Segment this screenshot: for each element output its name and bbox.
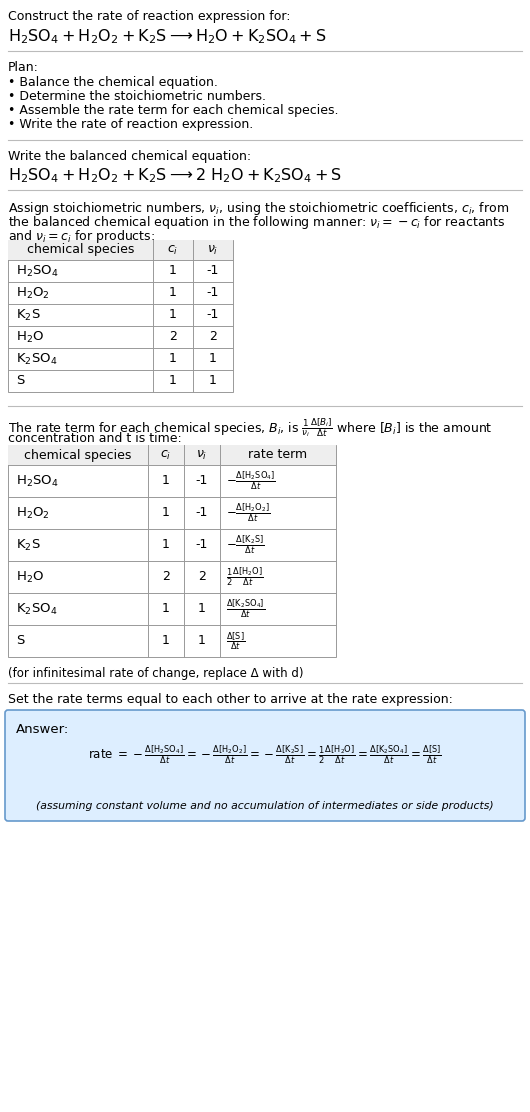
Text: $\mathrm{H_2O_2}$: $\mathrm{H_2O_2}$ bbox=[16, 286, 50, 300]
Text: The rate term for each chemical species, $B_i$, is $\frac{1}{\nu_i}\frac{\Delta[: The rate term for each chemical species,… bbox=[8, 416, 492, 439]
Text: 1: 1 bbox=[198, 603, 206, 616]
Text: -1: -1 bbox=[207, 265, 219, 278]
Text: and $\nu_i = c_i$ for products:: and $\nu_i = c_i$ for products: bbox=[8, 228, 155, 245]
Text: rate term: rate term bbox=[249, 448, 307, 461]
Text: rate $= -\frac{\Delta[\mathrm{H_2SO_4}]}{\Delta t} = -\frac{\Delta[\mathrm{H_2O_: rate $= -\frac{\Delta[\mathrm{H_2SO_4}]}… bbox=[88, 744, 442, 766]
Text: $\mathrm{S}$: $\mathrm{S}$ bbox=[16, 635, 25, 647]
Text: $\frac{1}{2}\frac{\Delta[\mathrm{H_2O}]}{\Delta t}$: $\frac{1}{2}\frac{\Delta[\mathrm{H_2O}]}… bbox=[226, 566, 263, 588]
Text: Set the rate terms equal to each other to arrive at the rate expression:: Set the rate terms equal to each other t… bbox=[8, 693, 453, 706]
Text: -1: -1 bbox=[196, 538, 208, 552]
Text: 1: 1 bbox=[162, 635, 170, 647]
Text: $\mathrm{H_2SO_4}$: $\mathrm{H_2SO_4}$ bbox=[16, 264, 59, 278]
Text: • Balance the chemical equation.: • Balance the chemical equation. bbox=[8, 76, 218, 89]
Text: Write the balanced chemical equation:: Write the balanced chemical equation: bbox=[8, 150, 251, 163]
Text: Plan:: Plan: bbox=[8, 61, 39, 75]
Text: $\mathrm{K_2S}$: $\mathrm{K_2S}$ bbox=[16, 307, 41, 322]
Text: 1: 1 bbox=[169, 287, 177, 299]
Text: $c_i$: $c_i$ bbox=[167, 244, 179, 257]
Text: • Assemble the rate term for each chemical species.: • Assemble the rate term for each chemic… bbox=[8, 105, 339, 117]
Text: • Write the rate of reaction expression.: • Write the rate of reaction expression. bbox=[8, 118, 253, 131]
Text: $\mathrm{H_2O}$: $\mathrm{H_2O}$ bbox=[16, 329, 44, 345]
Text: chemical species: chemical species bbox=[24, 448, 131, 461]
Text: 1: 1 bbox=[162, 475, 170, 487]
Text: -1: -1 bbox=[196, 475, 208, 487]
Text: 1: 1 bbox=[209, 375, 217, 387]
Text: $\mathrm{K_2SO_4}$: $\mathrm{K_2SO_4}$ bbox=[16, 602, 57, 616]
Text: 1: 1 bbox=[162, 506, 170, 519]
Text: $\mathrm{S}$: $\mathrm{S}$ bbox=[16, 375, 25, 387]
FancyBboxPatch shape bbox=[5, 709, 525, 821]
Text: $\mathrm{H_2SO_4 + H_2O_2 + K_2S \longrightarrow 2\ H_2O + K_2SO_4 + S}$: $\mathrm{H_2SO_4 + H_2O_2 + K_2S \longri… bbox=[8, 166, 342, 185]
Text: chemical species: chemical species bbox=[27, 244, 134, 257]
Text: the balanced chemical equation in the following manner: $\nu_i = -c_i$ for react: the balanced chemical equation in the fo… bbox=[8, 214, 506, 231]
Text: concentration and t is time:: concentration and t is time: bbox=[8, 431, 182, 445]
Bar bbox=[8, 445, 336, 657]
Text: 2: 2 bbox=[209, 330, 217, 344]
Text: $-\frac{\Delta[\mathrm{H_2O_2}]}{\Delta t}$: $-\frac{\Delta[\mathrm{H_2O_2}]}{\Delta … bbox=[226, 502, 270, 524]
Text: 1: 1 bbox=[209, 353, 217, 366]
Text: 1: 1 bbox=[169, 353, 177, 366]
Text: 1: 1 bbox=[198, 635, 206, 647]
Text: (assuming constant volume and no accumulation of intermediates or side products): (assuming constant volume and no accumul… bbox=[36, 801, 494, 811]
Text: Answer:: Answer: bbox=[16, 723, 69, 736]
Text: 1: 1 bbox=[162, 603, 170, 616]
Text: • Determine the stoichiometric numbers.: • Determine the stoichiometric numbers. bbox=[8, 90, 266, 103]
Text: $\nu_i$: $\nu_i$ bbox=[196, 448, 208, 461]
Bar bbox=[8, 240, 233, 260]
Text: $\nu_i$: $\nu_i$ bbox=[207, 244, 219, 257]
Text: $\mathrm{H_2SO_4 + H_2O_2 + K_2S \longrightarrow H_2O + K_2SO_4 + S}$: $\mathrm{H_2SO_4 + H_2O_2 + K_2S \longri… bbox=[8, 27, 327, 46]
Text: $\mathrm{H_2SO_4}$: $\mathrm{H_2SO_4}$ bbox=[16, 474, 59, 488]
Text: 1: 1 bbox=[169, 265, 177, 278]
Text: $\frac{\Delta[\mathrm{S}]}{\Delta t}$: $\frac{\Delta[\mathrm{S}]}{\Delta t}$ bbox=[226, 631, 245, 652]
Text: $-\frac{\Delta[\mathrm{H_2SO_4}]}{\Delta t}$: $-\frac{\Delta[\mathrm{H_2SO_4}]}{\Delta… bbox=[226, 469, 276, 493]
Text: $-\frac{\Delta[\mathrm{K_2S}]}{\Delta t}$: $-\frac{\Delta[\mathrm{K_2S}]}{\Delta t}… bbox=[226, 534, 264, 556]
Text: (for infinitesimal rate of change, replace Δ with d): (for infinitesimal rate of change, repla… bbox=[8, 667, 304, 681]
Bar bbox=[8, 445, 336, 465]
Text: -1: -1 bbox=[196, 506, 208, 519]
Text: 1: 1 bbox=[169, 375, 177, 387]
Text: Assign stoichiometric numbers, $\nu_i$, using the stoichiometric coefficients, $: Assign stoichiometric numbers, $\nu_i$, … bbox=[8, 200, 509, 217]
Text: $\frac{\Delta[\mathrm{K_2SO_4}]}{\Delta t}$: $\frac{\Delta[\mathrm{K_2SO_4}]}{\Delta … bbox=[226, 598, 265, 620]
Text: 2: 2 bbox=[169, 330, 177, 344]
Text: 2: 2 bbox=[162, 570, 170, 584]
Text: -1: -1 bbox=[207, 287, 219, 299]
Text: $\mathrm{K_2SO_4}$: $\mathrm{K_2SO_4}$ bbox=[16, 351, 57, 367]
Text: $\mathrm{H_2O}$: $\mathrm{H_2O}$ bbox=[16, 569, 44, 585]
Text: $\mathrm{H_2O_2}$: $\mathrm{H_2O_2}$ bbox=[16, 506, 50, 520]
Text: 1: 1 bbox=[169, 308, 177, 321]
Text: Construct the rate of reaction expression for:: Construct the rate of reaction expressio… bbox=[8, 10, 290, 23]
Text: 2: 2 bbox=[198, 570, 206, 584]
Text: 1: 1 bbox=[162, 538, 170, 552]
Text: -1: -1 bbox=[207, 308, 219, 321]
Bar bbox=[8, 240, 233, 393]
Text: $c_i$: $c_i$ bbox=[161, 448, 172, 461]
Text: $\mathrm{K_2S}$: $\mathrm{K_2S}$ bbox=[16, 537, 41, 553]
